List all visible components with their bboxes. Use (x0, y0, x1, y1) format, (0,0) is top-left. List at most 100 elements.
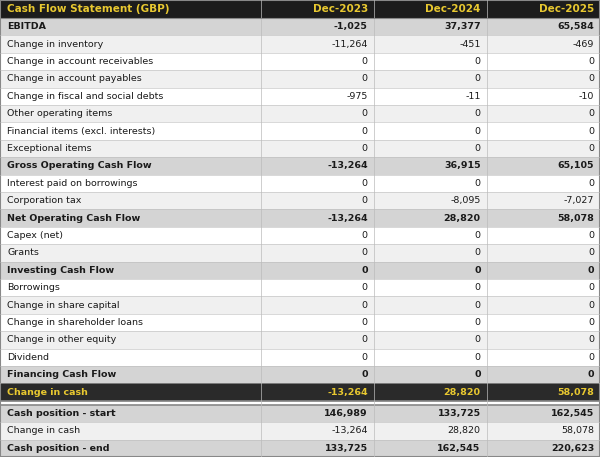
Text: -7,027: -7,027 (563, 196, 594, 205)
Text: -451: -451 (459, 40, 481, 48)
Text: 0: 0 (587, 266, 594, 275)
Text: 0: 0 (588, 74, 594, 83)
Text: -975: -975 (346, 92, 368, 101)
Text: Change in shareholder loans: Change in shareholder loans (7, 318, 143, 327)
Text: 0: 0 (475, 318, 481, 327)
Text: Corporation tax: Corporation tax (7, 196, 82, 205)
Text: -13,264: -13,264 (327, 161, 368, 170)
Bar (0, 70, 600, 88)
Text: 65,105: 65,105 (557, 161, 594, 170)
Text: 0: 0 (475, 335, 481, 345)
Bar (0, 422, 600, 440)
Bar (0, 401, 600, 405)
Text: 0: 0 (588, 144, 594, 153)
Text: 0: 0 (362, 196, 368, 205)
Text: Exceptional items: Exceptional items (7, 144, 92, 153)
Text: -469: -469 (572, 40, 594, 48)
Text: 58,078: 58,078 (557, 213, 594, 223)
Text: 0: 0 (475, 109, 481, 118)
Text: 28,820: 28,820 (448, 426, 481, 436)
Text: Change in account payables: Change in account payables (7, 74, 142, 83)
Bar (0, 53, 600, 70)
Text: 0: 0 (362, 144, 368, 153)
Text: 0: 0 (475, 144, 481, 153)
Text: -11: -11 (465, 92, 481, 101)
Text: Grants: Grants (7, 249, 39, 257)
Text: EBITDA: EBITDA (7, 22, 46, 31)
Bar (0, 175, 600, 192)
Text: 0: 0 (475, 283, 481, 292)
Text: Change in account receivables: Change in account receivables (7, 57, 154, 66)
Text: 0: 0 (588, 353, 594, 362)
Text: -11,264: -11,264 (331, 40, 368, 48)
Text: Cash position - start: Cash position - start (7, 409, 116, 418)
Text: 0: 0 (362, 127, 368, 136)
Text: Borrowings: Borrowings (7, 283, 60, 292)
Bar (0, 366, 600, 383)
Bar (0, 314, 600, 331)
Text: -8,095: -8,095 (450, 196, 481, 205)
Text: 36,915: 36,915 (444, 161, 481, 170)
Text: Net Operating Cash Flow: Net Operating Cash Flow (7, 213, 140, 223)
Text: 0: 0 (588, 57, 594, 66)
Text: 133,725: 133,725 (437, 409, 481, 418)
Bar (0, 383, 600, 401)
Text: 0: 0 (474, 266, 481, 275)
Text: 37,377: 37,377 (444, 22, 481, 31)
Text: Change in cash: Change in cash (7, 426, 80, 436)
Bar (0, 349, 600, 366)
Text: 0: 0 (475, 301, 481, 309)
Text: 0: 0 (362, 335, 368, 345)
Text: 0: 0 (475, 231, 481, 240)
Text: 0: 0 (588, 283, 594, 292)
Text: 0: 0 (587, 370, 594, 379)
Text: 0: 0 (361, 266, 368, 275)
Text: 146,989: 146,989 (324, 409, 368, 418)
Text: 0: 0 (588, 179, 594, 188)
Text: 0: 0 (362, 249, 368, 257)
Bar (0, 122, 600, 140)
Text: -13,264: -13,264 (327, 213, 368, 223)
Bar (0, 140, 600, 157)
Text: 0: 0 (362, 179, 368, 188)
Text: 0: 0 (588, 335, 594, 345)
Text: 0: 0 (588, 231, 594, 240)
Bar (0, 405, 600, 422)
Text: 220,623: 220,623 (551, 444, 594, 453)
Bar (0, 244, 600, 261)
Text: Change in share capital: Change in share capital (7, 301, 120, 309)
Text: 0: 0 (362, 318, 368, 327)
Bar (0, 18, 600, 35)
Text: 0: 0 (475, 249, 481, 257)
Bar (0, 261, 600, 279)
Text: 0: 0 (588, 109, 594, 118)
Bar (0, 192, 600, 209)
Bar (0, 157, 600, 175)
Text: 162,545: 162,545 (551, 409, 594, 418)
Text: Gross Operating Cash Flow: Gross Operating Cash Flow (7, 161, 152, 170)
Text: 58,078: 58,078 (561, 426, 594, 436)
Text: 0: 0 (475, 57, 481, 66)
Text: 0: 0 (475, 127, 481, 136)
Bar (0, 88, 600, 105)
Bar (0, 297, 600, 314)
Text: 0: 0 (588, 301, 594, 309)
Text: 0: 0 (474, 370, 481, 379)
Bar (0, 105, 600, 122)
Text: Financial items (excl. interests): Financial items (excl. interests) (7, 127, 155, 136)
Bar (0, 35, 600, 53)
Text: 0: 0 (362, 109, 368, 118)
Text: Change in fiscal and social debts: Change in fiscal and social debts (7, 92, 164, 101)
Bar (0, 331, 600, 349)
Text: Interest paid on borrowings: Interest paid on borrowings (7, 179, 138, 188)
Text: 0: 0 (362, 353, 368, 362)
Text: 28,820: 28,820 (443, 388, 481, 397)
Text: Change in inventory: Change in inventory (7, 40, 103, 48)
Bar (0, 0, 600, 18)
Text: 0: 0 (361, 370, 368, 379)
Text: Financing Cash Flow: Financing Cash Flow (7, 370, 116, 379)
Text: 0: 0 (362, 283, 368, 292)
Text: Cash Flow Statement (GBP): Cash Flow Statement (GBP) (7, 4, 170, 14)
Bar (0, 227, 600, 244)
Text: 133,725: 133,725 (325, 444, 368, 453)
